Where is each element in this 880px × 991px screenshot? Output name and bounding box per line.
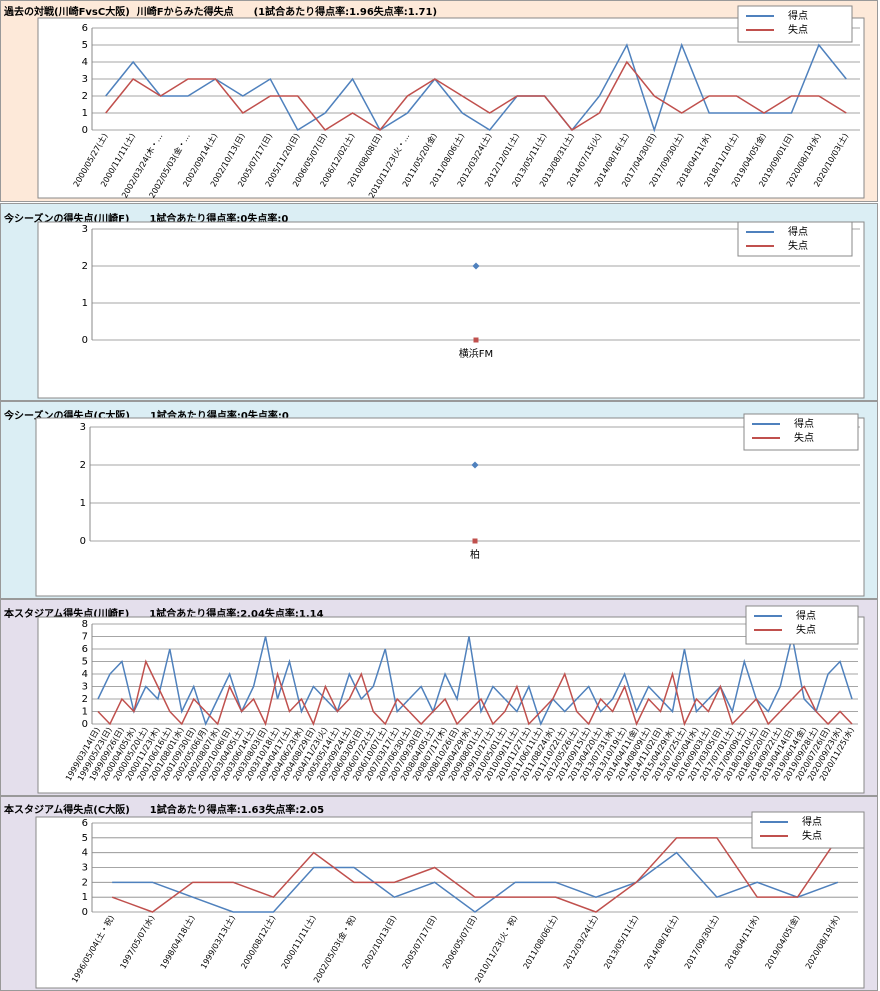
legend-box (737, 221, 853, 257)
legend-label: 失点 (788, 239, 808, 252)
legend-label: 得点 (796, 610, 816, 622)
marker (473, 337, 479, 343)
y-tick-label: 2 (80, 460, 86, 471)
legend-label: 得点 (802, 816, 822, 828)
y-tick-label: 0 (82, 335, 88, 346)
legend-box (751, 811, 865, 849)
legend-label: 得点 (788, 226, 808, 238)
y-tick-label: 1 (82, 298, 88, 309)
chart-area (37, 17, 865, 199)
legend-box (743, 413, 859, 451)
y-tick-label: 0 (80, 536, 86, 547)
y-tick-label: 2 (82, 91, 88, 102)
chart-area (37, 221, 865, 399)
legend-box (745, 605, 859, 645)
marker (472, 262, 480, 270)
panel-title: 過去の対戦(川崎FvsC大阪) 川崎Fからみた得失点 (1試合あたり得点率:1.… (4, 7, 438, 18)
series-line (111, 837, 839, 913)
legend-label: 失点 (794, 431, 814, 444)
y-tick-label: 4 (82, 57, 88, 68)
y-tick-label: 0 (82, 907, 88, 918)
y-tick-label: 1 (80, 498, 86, 509)
legend-label: 失点 (796, 623, 816, 636)
y-tick-label: 5 (82, 40, 88, 51)
legend-label: 失点 (788, 23, 808, 36)
series-line (105, 42, 847, 133)
panel-title: 本スタジアム得失点(C大阪) 1試合あたり得点率:1.63失点率:2.05 (4, 805, 325, 816)
y-tick-label: 4 (82, 669, 88, 680)
series-line (105, 60, 847, 131)
y-tick-label: 0 (82, 719, 88, 730)
legend-label: 得点 (788, 10, 808, 22)
panel-title: 今シーズンの得失点(C大阪) 1試合あたり得点率:0失点率:0 (4, 411, 289, 422)
series-line (97, 636, 853, 727)
y-tick-label: 1 (82, 707, 88, 718)
y-tick-label: 3 (80, 422, 86, 433)
y-tick-label: 2 (82, 694, 88, 705)
y-tick-label: 5 (82, 657, 88, 668)
chart-area (35, 816, 865, 989)
panel-title: 本スタジアム得失点(川崎F) 1試合あたり得点率:2.04失点率:1.14 (4, 609, 324, 620)
x-tick-label: 横浜FM (459, 347, 493, 360)
y-tick-label: 6 (82, 644, 88, 655)
legend-label: 得点 (794, 418, 814, 430)
legend-label: 失点 (802, 829, 822, 842)
chart-area (35, 417, 865, 597)
y-tick-label: 4 (82, 848, 88, 859)
y-tick-label: 1 (82, 892, 88, 903)
y-tick-label: 3 (82, 224, 88, 235)
x-tick-label: 柏 (470, 548, 480, 561)
y-tick-label: 2 (82, 877, 88, 888)
y-tick-label: 6 (82, 23, 88, 34)
y-tick-label: 3 (82, 682, 88, 693)
marker (471, 461, 479, 469)
y-tick-label: 3 (82, 863, 88, 874)
y-tick-label: 3 (82, 74, 88, 85)
marker (472, 538, 478, 544)
y-tick-label: 8 (82, 619, 88, 630)
y-tick-label: 0 (82, 125, 88, 136)
panel-title: 今シーズンの得失点(川崎F) 1試合あたり得点率:0失点率:0 (4, 214, 289, 225)
y-tick-label: 1 (82, 108, 88, 119)
series-line (97, 659, 853, 727)
y-tick-label: 7 (82, 632, 88, 643)
y-tick-label: 2 (82, 261, 88, 272)
legend-box (737, 5, 853, 43)
series-line (112, 851, 839, 913)
y-tick-label: 5 (82, 833, 88, 844)
y-tick-label: 6 (82, 818, 88, 829)
